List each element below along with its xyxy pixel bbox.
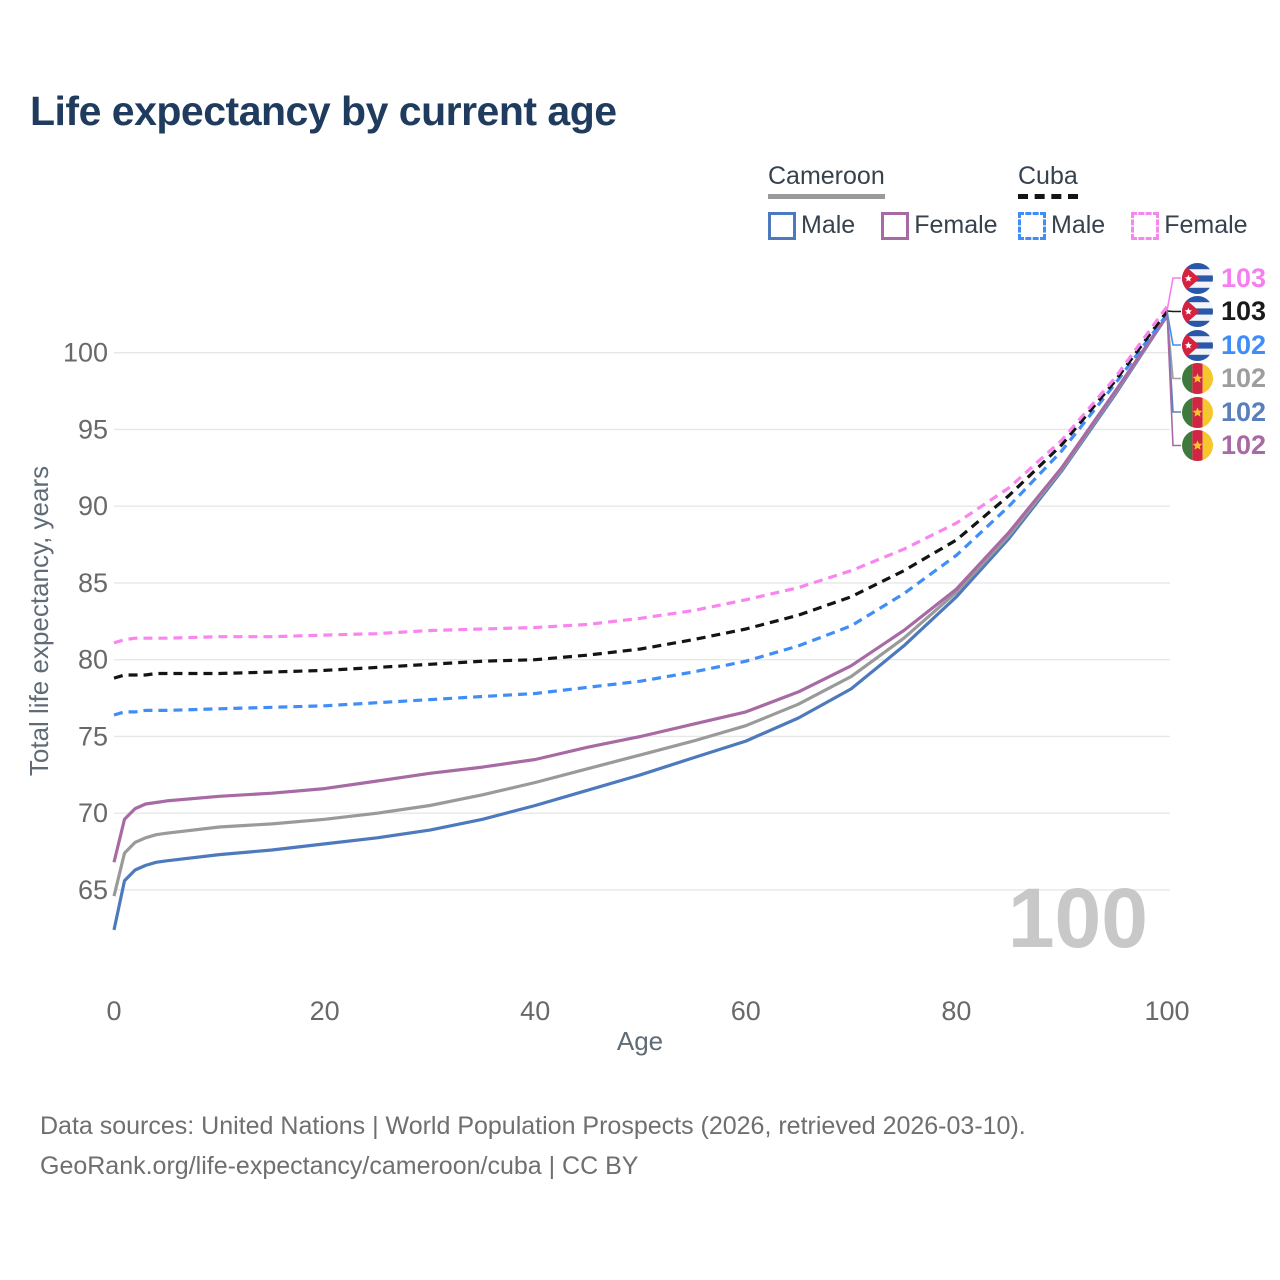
legend-item-label: Male — [801, 211, 856, 239]
endpoint-label-cuba-male: 102 — [1182, 329, 1267, 361]
endpoint-value: 102 — [1221, 396, 1267, 427]
x-tick-label: 40 — [520, 996, 550, 1026]
y-tick-label: 85 — [78, 568, 108, 598]
y-tick-label: 70 — [78, 798, 108, 828]
endpoint-label-cuba-female: 103 — [1182, 262, 1267, 294]
legend-country-cuba[interactable]: Cuba — [1018, 162, 1078, 203]
y-tick-label: 95 — [78, 414, 108, 444]
legend-item-cameroon-female[interactable]: Female — [881, 211, 998, 240]
page-title: Life expectancy by current age — [30, 88, 617, 134]
legend-item-label: Female — [914, 211, 998, 239]
y-tick-label: 80 — [78, 645, 108, 675]
endpoint-label-cameroon-female: 102 — [1182, 430, 1266, 461]
x-tick-label: 80 — [941, 996, 971, 1026]
cameroon-female-swatch — [881, 211, 910, 240]
endpoint-value: 102 — [1221, 329, 1267, 360]
x-tick-label: 60 — [731, 996, 761, 1026]
cameroon-solid-line-swatch — [768, 194, 885, 199]
endpoint-value: 103 — [1221, 296, 1267, 326]
series-line-cameroon-female — [112, 314, 1169, 863]
cuba-flag-icon — [1182, 329, 1213, 361]
endpoint-value: 102 — [1221, 430, 1267, 460]
legend-country-label: Cuba — [1018, 162, 1078, 190]
legend-item-label: Male — [1051, 211, 1106, 239]
legend-group-cuba: Cuba Male Female — [1018, 162, 1248, 240]
x-tick-label: 0 — [106, 996, 121, 1026]
footer: Data sources: United Nations | World Pop… — [40, 1106, 1026, 1186]
cameroon-flag-icon — [1182, 363, 1213, 394]
y-tick-label: 90 — [78, 491, 108, 521]
endpoint-label-cameroon-all: 102 — [1182, 363, 1266, 394]
legend-item-cuba-female[interactable]: Female — [1131, 211, 1248, 240]
series-line-cameroon-male — [112, 315, 1169, 931]
endpoint-value: 103 — [1221, 262, 1267, 293]
series-line-cuba-all — [113, 310, 1169, 680]
y-tick-label: 75 — [78, 721, 108, 751]
x-axis-title: Age — [617, 1026, 663, 1056]
cameroon-flag-icon — [1182, 430, 1213, 461]
leader-line-cuba-female — [1166, 277, 1181, 312]
series-line-cuba-female — [113, 305, 1169, 645]
series-line-cuba-male — [113, 313, 1169, 717]
cameroon-male-swatch — [768, 211, 796, 240]
cuba-dashed-line-swatch — [1018, 194, 1078, 199]
cameroon-flag-icon — [1182, 396, 1213, 428]
y-tick-label: 100 — [63, 338, 108, 368]
series-line-cameroon-all — [112, 315, 1169, 897]
endpoint-label-cuba-all: 103 — [1182, 296, 1266, 327]
legend-item-label: Female — [1164, 211, 1248, 239]
cuba-male-swatch — [1018, 211, 1046, 240]
y-axis-title: Total life expectancy, years — [24, 466, 54, 776]
leader-line-cuba-male — [1166, 310, 1181, 346]
x-tick-label: 100 — [1144, 996, 1189, 1026]
legend-country-label: Cameroon — [768, 162, 885, 190]
data-sources-line: Data sources: United Nations | World Pop… — [40, 1112, 1026, 1140]
legend-item-cuba-male[interactable]: Male — [1018, 211, 1105, 240]
cuba-flag-icon — [1182, 296, 1213, 327]
y-tick-label: 65 — [78, 875, 108, 905]
legend-item-cameroon-male[interactable]: Male — [768, 211, 855, 240]
endpoint-label-cameroon-male: 102 — [1182, 396, 1267, 428]
legend-group-cameroon: Cameroon Male Female — [768, 162, 998, 240]
watermark: 100 — [1008, 871, 1148, 965]
x-tick-label: 20 — [310, 996, 340, 1026]
attribution-line: GeoRank.org/life-expectancy/cameroon/cub… — [40, 1152, 639, 1180]
legend-country-cameroon[interactable]: Cameroon — [768, 162, 885, 203]
cuba-flag-icon — [1182, 262, 1213, 294]
endpoint-value: 102 — [1221, 363, 1267, 393]
leader-line-cameroon-female — [1166, 310, 1181, 447]
cuba-female-swatch — [1131, 211, 1160, 240]
leader-line-cuba-all — [1166, 310, 1181, 313]
